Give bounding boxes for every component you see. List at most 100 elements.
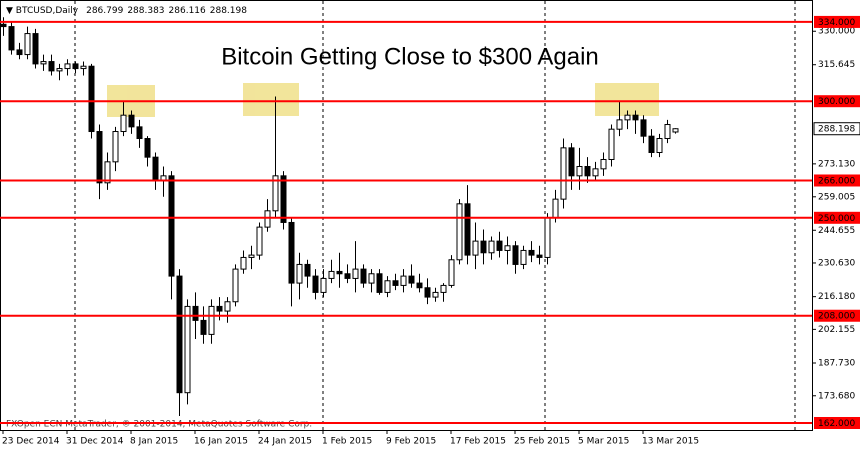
- candle-body: [480, 240, 487, 254]
- candle-body: [456, 203, 463, 261]
- candle-body: [552, 198, 559, 219]
- candle-body: [256, 226, 263, 256]
- candle-body: [560, 147, 567, 200]
- price-label: 288.198: [818, 125, 855, 135]
- level-label: 266.000: [818, 176, 855, 186]
- y-tick-label: 216.180: [818, 292, 855, 302]
- candle-body: [96, 131, 103, 184]
- symbol: BTCUSD,Daily: [16, 6, 79, 16]
- footer: FXOpen ECN MetaTrader, © 2001-2014, Meta…: [6, 420, 312, 430]
- candle-body: [528, 249, 535, 256]
- candle-body: [216, 305, 223, 312]
- chart-title: Bitcoin Getting Close to $300 Again: [221, 43, 599, 70]
- candle-body: [536, 254, 543, 258]
- candle-body: [80, 65, 87, 70]
- y-tick-label: 315.645: [818, 60, 855, 70]
- marks: [0, 17, 679, 417]
- last-low: 286.116: [169, 6, 206, 16]
- y-tick-label: 230.630: [818, 258, 855, 268]
- last-close: 288.198: [210, 6, 247, 16]
- candle-body: [144, 138, 151, 158]
- level-label-box: [814, 211, 860, 224]
- candle-body: [648, 135, 655, 154]
- candle-body: [472, 240, 479, 256]
- candle-body: [400, 275, 407, 286]
- candle-body: [272, 175, 279, 212]
- candle-body: [48, 61, 55, 72]
- level-label-box: [814, 417, 860, 430]
- candle-body: [208, 305, 215, 335]
- candle-body: [312, 275, 319, 293]
- candle-body: [664, 124, 671, 140]
- candle-body: [288, 221, 295, 284]
- candle-body: [416, 282, 423, 289]
- candle-body: [56, 68, 63, 72]
- candle-body: [128, 114, 135, 128]
- candle-body: [640, 119, 647, 137]
- candle-body: [408, 275, 415, 284]
- x-tick-label: 24 Jan 2015: [258, 437, 312, 447]
- level-label: 162.000: [818, 419, 855, 429]
- candle-body: [248, 254, 255, 258]
- highlight-box: [595, 83, 659, 116]
- candle-body: [320, 277, 327, 293]
- candle-body: [624, 114, 631, 121]
- candle-body: [88, 65, 95, 133]
- candle-body: [424, 287, 431, 298]
- header: ▼ BTCUSD,Daily 286.799 288.383 286.116 288.1…: [6, 6, 247, 16]
- level-label: 208.000: [818, 312, 855, 322]
- candle-body: [152, 156, 159, 181]
- x-tick-label: 9 Feb 2015: [386, 437, 436, 447]
- x-tick-label: 13 Mar 2015: [642, 437, 699, 447]
- candle-body: [448, 259, 455, 286]
- candle-body: [432, 291, 439, 298]
- candle-body: [8, 26, 15, 51]
- x-tick-label: 25 Feb 2015: [514, 437, 570, 447]
- candle-body: [200, 319, 207, 335]
- candle-body: [584, 165, 591, 177]
- candle-body: [192, 305, 199, 321]
- candle-body: [392, 280, 399, 286]
- candle-body: [280, 175, 287, 223]
- candle-body: [352, 268, 359, 279]
- candle-body: [360, 268, 367, 284]
- candle-body: [328, 270, 335, 279]
- candle-body: [608, 128, 615, 161]
- x-tick-label: 31 Dec 2014: [66, 437, 124, 447]
- y-tick-label: 202.155: [818, 325, 855, 335]
- candle-body: [632, 114, 639, 121]
- candle-body: [520, 249, 527, 265]
- last-high: 288.383: [127, 6, 164, 16]
- candle-body: [0, 23, 7, 28]
- level-label-box: [814, 174, 860, 187]
- level-label-box: [814, 15, 860, 28]
- candle-body: [656, 138, 663, 154]
- header-arrow: ▼: [6, 6, 16, 16]
- candle-body: [616, 119, 623, 130]
- y-tick-label: 244.655: [818, 226, 855, 236]
- x-tick-label: 16 Jan 2015: [194, 437, 248, 447]
- y-tick-label: 187.730: [818, 359, 855, 369]
- x-tick-label: 8 Jan 2015: [130, 437, 178, 447]
- highlight-box: [243, 83, 299, 116]
- candle-body: [496, 240, 503, 251]
- level-label: 300.000: [818, 97, 855, 107]
- candle-body: [72, 63, 79, 70]
- candle-body: [568, 147, 575, 177]
- plot-area: [0, 0, 813, 431]
- candle-body: [120, 114, 127, 133]
- y-tick-label: 330.000: [818, 27, 855, 37]
- candle-body: [464, 203, 471, 256]
- candle-body: [32, 33, 39, 65]
- candle-body: [16, 49, 23, 56]
- candle-body: [40, 61, 47, 65]
- candle-body: [344, 273, 351, 279]
- candle-body: [104, 161, 111, 184]
- candle-body: [440, 284, 447, 293]
- candle-body: [24, 33, 31, 56]
- level-label-box: [814, 95, 860, 108]
- last-open: 286.799: [86, 6, 123, 16]
- x-tick-label: 17 Feb 2015: [450, 437, 506, 447]
- candle-body: [544, 217, 551, 258]
